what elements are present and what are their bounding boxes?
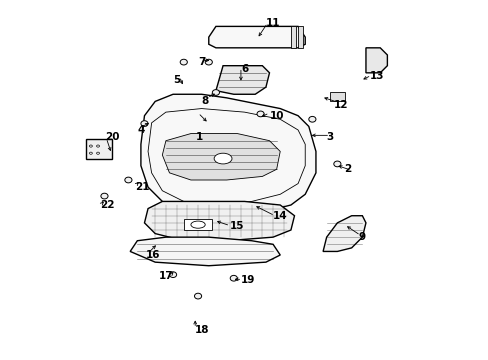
Text: 16: 16 bbox=[146, 250, 161, 260]
Ellipse shape bbox=[212, 90, 219, 95]
Text: 20: 20 bbox=[105, 132, 120, 142]
Text: 12: 12 bbox=[333, 100, 347, 110]
Text: 13: 13 bbox=[369, 71, 383, 81]
Ellipse shape bbox=[169, 272, 176, 278]
Text: 22: 22 bbox=[100, 200, 114, 210]
Polygon shape bbox=[144, 202, 294, 241]
Bar bbox=[85, 139, 112, 158]
Ellipse shape bbox=[205, 59, 212, 65]
Ellipse shape bbox=[194, 293, 201, 299]
Text: 18: 18 bbox=[194, 325, 208, 335]
Text: 1: 1 bbox=[196, 132, 203, 142]
Ellipse shape bbox=[101, 193, 108, 199]
Polygon shape bbox=[141, 94, 315, 216]
Bar bbox=[183, 219, 212, 230]
Polygon shape bbox=[365, 48, 386, 73]
Ellipse shape bbox=[89, 145, 92, 147]
Ellipse shape bbox=[308, 116, 315, 122]
Polygon shape bbox=[162, 134, 280, 180]
Text: 6: 6 bbox=[241, 64, 248, 74]
Ellipse shape bbox=[214, 153, 231, 164]
Polygon shape bbox=[208, 26, 305, 48]
Ellipse shape bbox=[257, 111, 264, 117]
Polygon shape bbox=[216, 66, 269, 94]
Text: 4: 4 bbox=[137, 125, 144, 135]
Text: 2: 2 bbox=[344, 164, 351, 174]
Bar bbox=[298, 26, 303, 48]
Text: 17: 17 bbox=[158, 271, 173, 282]
Bar bbox=[329, 93, 344, 102]
Ellipse shape bbox=[89, 152, 92, 154]
Bar bbox=[290, 26, 296, 48]
Text: 15: 15 bbox=[230, 221, 244, 231]
Polygon shape bbox=[323, 216, 365, 251]
Text: 11: 11 bbox=[265, 18, 280, 28]
Text: 9: 9 bbox=[358, 232, 365, 242]
Text: 14: 14 bbox=[272, 211, 287, 221]
Ellipse shape bbox=[141, 121, 148, 126]
Text: 7: 7 bbox=[198, 57, 205, 67]
Polygon shape bbox=[130, 237, 280, 266]
Ellipse shape bbox=[124, 177, 132, 183]
Ellipse shape bbox=[97, 152, 99, 154]
Text: 19: 19 bbox=[241, 275, 255, 285]
Ellipse shape bbox=[180, 59, 187, 65]
Text: 21: 21 bbox=[135, 182, 150, 192]
Text: 8: 8 bbox=[201, 96, 208, 107]
Text: 10: 10 bbox=[269, 111, 284, 121]
Ellipse shape bbox=[97, 145, 99, 147]
Ellipse shape bbox=[230, 275, 237, 281]
Text: 5: 5 bbox=[173, 75, 180, 85]
Text: 3: 3 bbox=[326, 132, 333, 142]
Ellipse shape bbox=[333, 161, 340, 167]
